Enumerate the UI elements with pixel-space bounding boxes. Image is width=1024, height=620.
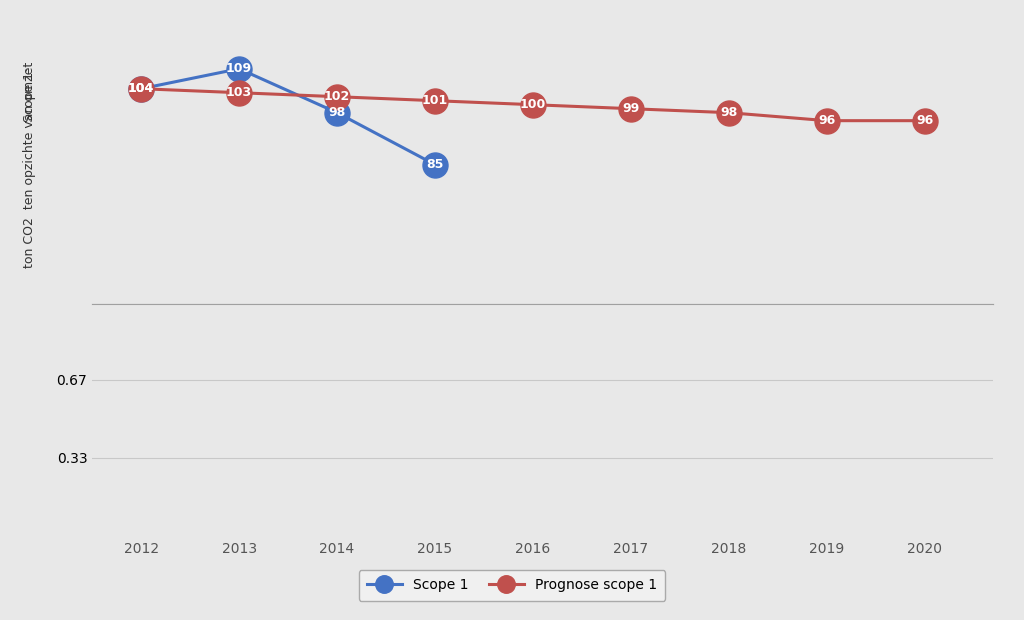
Scope 1 [232, 65, 245, 73]
Line: Prognose scope 1: Prognose scope 1 [129, 76, 937, 133]
Prognose scope 1 [625, 105, 637, 112]
Prognose scope 1 [429, 97, 441, 104]
Prognose scope 1 [820, 117, 833, 125]
Prognose scope 1 [232, 89, 245, 97]
Line: Scope 1: Scope 1 [129, 56, 447, 177]
Scope 1 [135, 85, 147, 92]
Text: 85: 85 [426, 158, 443, 171]
Text: ton CO2  ten opzichte van omzet: ton CO2 ten opzichte van omzet [23, 61, 36, 268]
Text: 104: 104 [128, 82, 155, 95]
Text: 104: 104 [128, 82, 155, 95]
Text: 102: 102 [324, 90, 350, 103]
Prognose scope 1 [331, 93, 343, 100]
Text: 96: 96 [818, 114, 836, 127]
Text: Scope 1:: Scope 1: [23, 68, 36, 122]
Scope 1 [331, 109, 343, 117]
Text: 109: 109 [226, 62, 252, 75]
Prognose scope 1 [723, 109, 735, 117]
Text: 100: 100 [520, 98, 546, 111]
Text: 99: 99 [623, 102, 640, 115]
Text: 103: 103 [226, 86, 252, 99]
Text: 98: 98 [329, 106, 346, 119]
Text: 101: 101 [422, 94, 449, 107]
Scope 1 [429, 161, 441, 169]
Text: 96: 96 [916, 114, 933, 127]
Prognose scope 1 [919, 117, 931, 125]
Legend: Scope 1, Prognose scope 1: Scope 1, Prognose scope 1 [358, 570, 666, 601]
Text: 98: 98 [720, 106, 737, 119]
Prognose scope 1 [526, 101, 539, 108]
Prognose scope 1 [135, 85, 147, 92]
